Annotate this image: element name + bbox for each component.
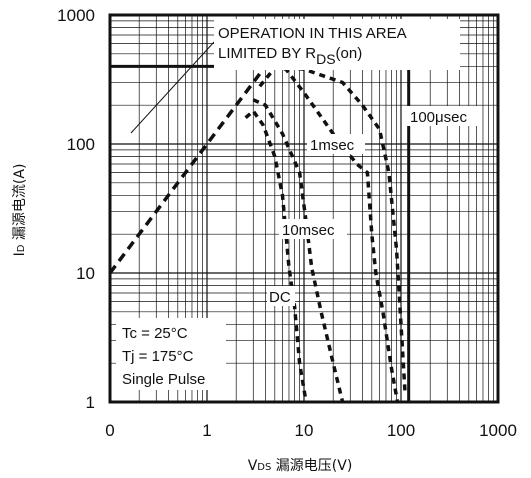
- x-tick-label: 100: [387, 421, 415, 440]
- x-axis-title-main: V: [248, 458, 258, 474]
- series-line-0: [265, 64, 407, 392]
- condition-pulse: Single Pulse: [122, 371, 205, 388]
- label-bg-100us: [407, 106, 481, 126]
- y-axis-title-main: I: [12, 252, 28, 256]
- annotation-rds-sub: DS: [316, 51, 335, 67]
- annotation-line-2a: LIMITED BY R: [218, 45, 316, 62]
- annotation-box: [214, 19, 460, 70]
- x-axis-title-rest: 漏源电压(V): [271, 458, 352, 474]
- series-line-2: [252, 98, 345, 403]
- x-tick-label: 0: [105, 421, 114, 440]
- label-bg-10ms: [279, 219, 347, 239]
- series-label-100us: 100μsec: [410, 109, 468, 126]
- y-tick-label: 1000: [57, 6, 95, 25]
- condition-tj: Tj = 175°C: [122, 348, 194, 365]
- series-label-10ms: 10msec: [282, 222, 335, 239]
- label-bg-dc: [267, 286, 295, 306]
- annotation-line-2: LIMITED BY RDS(on): [218, 45, 362, 67]
- y-tick-label: 1: [86, 393, 95, 412]
- plot-frame: [108, 13, 500, 404]
- x-tick-label: 1000: [479, 421, 517, 440]
- x-tick-label: 10: [295, 421, 314, 440]
- label-bg-1ms: [307, 134, 365, 154]
- condition-tc: Tc = 25°C: [122, 325, 188, 342]
- grid-lines: [109, 15, 498, 403]
- x-axis-title-sub: DS: [257, 462, 271, 473]
- rds-on-limit-line: [108, 65, 267, 275]
- y-axis-title-rest: 漏源电流(A): [12, 164, 28, 245]
- y-tick-label: 10: [76, 264, 95, 283]
- y-axis-title: ID 漏源电流(A): [12, 164, 28, 257]
- annotation-line-2b: (on): [336, 45, 363, 62]
- x-axis-title: VDS 漏源电压(V): [248, 458, 353, 474]
- series-label-dc: DC: [269, 289, 291, 306]
- conditions-box: [116, 318, 226, 390]
- series-line-3: [244, 109, 308, 403]
- series-label-1ms: 1msec: [310, 137, 355, 154]
- annotation-line-1: OPERATION IN THIS AREA: [218, 25, 407, 42]
- y-axis-title-sub: D: [16, 244, 27, 252]
- y-tick-label: 100: [67, 135, 95, 154]
- x-tick-label: 1: [202, 421, 211, 440]
- annotation-leader-line: [130, 41, 215, 134]
